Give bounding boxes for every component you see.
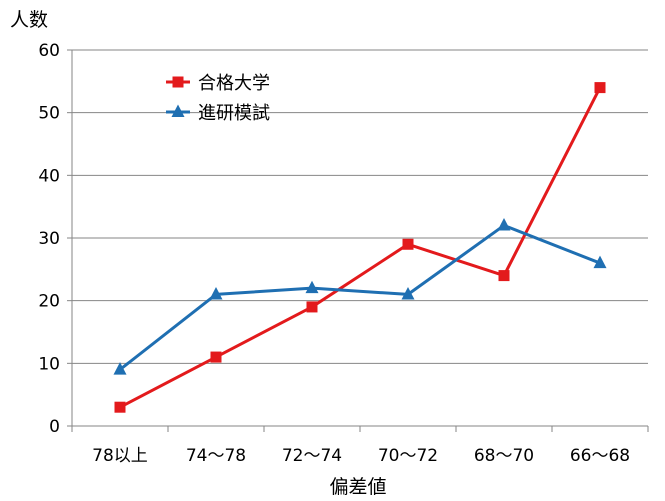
gridlines [72,49,648,364]
data-point [114,401,126,413]
data-point [593,255,607,269]
legend-marker [171,104,185,118]
y-axis-title: 人数 [10,9,48,31]
data-point [306,301,318,313]
legend-label: 進研模試 [198,103,270,124]
data-point [305,280,319,294]
x-tick-label: 78以上 [92,446,148,466]
data-point [498,270,510,282]
series-line [119,223,601,371]
data-point [401,286,415,300]
x-tick-label: 66～68 [570,446,630,466]
legend-label: 合格大学 [198,73,270,94]
data-point [209,286,223,300]
y-tick-label: 30 [38,229,60,249]
x-axis-title: 偏差値 [329,476,386,498]
data-point [210,351,222,363]
y-tick-label: 50 [38,104,60,124]
x-tick-label: 70～72 [378,446,438,466]
y-tick-label: 0 [49,417,60,437]
axes: 0 10 20 30 40 50 60 78以上 74～78 72～74 70～72 68～70 66～… [38,41,649,466]
data-point [113,362,127,375]
data-point [402,238,414,250]
data-point [594,82,606,94]
legend-marker [172,76,184,88]
x-tick-label: 68～70 [474,446,534,466]
y-tick-label: 60 [38,41,60,61]
series-line [119,86,602,409]
y-tick-label: 20 [38,292,60,312]
data-point [497,218,511,231]
x-tick-label: 74～78 [186,446,246,466]
series-lines [113,82,607,413]
y-tick-label: 40 [38,166,60,186]
x-tick-label: 72～74 [282,446,342,466]
y-tick-label: 10 [38,354,60,374]
